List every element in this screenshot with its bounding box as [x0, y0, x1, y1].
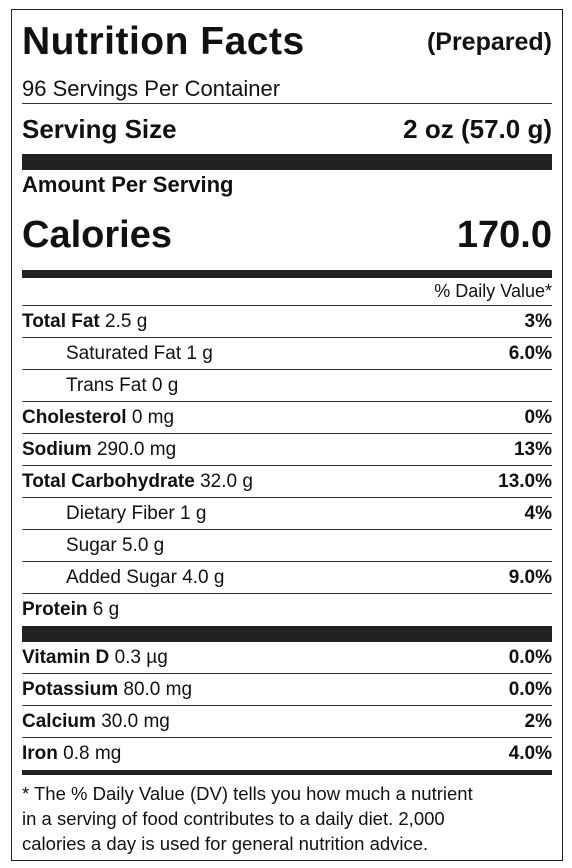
serving-size-value: 2 oz (57.0 g): [403, 113, 552, 144]
nutrient-row: Vitamin D 0.3 µg 0.0%: [22, 642, 552, 674]
sub-nutrient-row: Dietary Fiber 1 g 4%: [22, 498, 552, 530]
nutrient-name: Potassium: [22, 678, 119, 700]
servings-text: 96 Servings Per Container: [22, 75, 281, 101]
divider: [22, 770, 552, 775]
nutrient: Iron 0.8 mg: [22, 743, 121, 765]
nutrient-name: Cholesterol: [22, 406, 127, 428]
nutrient: Sodium 290.0 mg: [22, 439, 176, 461]
nutrient: Calcium 30.0 mg: [22, 711, 170, 733]
nutrient-amount: 5.0 g: [121, 534, 165, 556]
nutrient-name: Calcium: [22, 710, 96, 732]
daily-value: 0%: [524, 406, 552, 428]
nutrient-name: Sodium: [22, 438, 92, 460]
nutrient: Vitamin D 0.3 µg: [22, 647, 168, 669]
nutrient: Sugar 5.0 g: [66, 535, 164, 557]
nutrient: Saturated Fat 1 g: [66, 343, 213, 365]
nutrition-label: Nutrition Facts (Prepared) 96 Servings P…: [11, 9, 563, 861]
serving-size-row: Serving Size 2 oz (57.0 g): [22, 104, 552, 154]
daily-value: 13%: [513, 438, 552, 460]
daily-value: 4%: [524, 502, 552, 524]
nutrient-row: Total Carbohydrate 32.0 g 13.0%: [22, 466, 552, 498]
divider: [22, 626, 552, 642]
nutrient-amount: 0.8 mg: [63, 743, 122, 764]
daily-value: 6.0%: [508, 342, 552, 364]
daily-value: 3%: [524, 310, 552, 332]
nutrient-name: Sugar: [66, 534, 117, 556]
divider: [22, 270, 552, 278]
title: Nutrition Facts: [22, 20, 305, 63]
serving-size-label: Serving Size: [22, 113, 177, 144]
nutrient-amount: 1 g: [180, 502, 207, 524]
nutrient-row: Sodium 290.0 mg 13%: [22, 434, 552, 466]
dv-header-row: % Daily Value*: [22, 278, 552, 306]
nutrient: Trans Fat 0 g: [66, 375, 178, 397]
nutrient: Dietary Fiber 1 g: [66, 503, 206, 525]
nutrient-amount: 0 mg: [131, 406, 175, 428]
sub-nutrient-row: Sugar 5.0 g: [22, 530, 552, 562]
nutrient-row: Calcium 30.0 mg 2%: [22, 706, 552, 738]
nutrient-amount: 30.0 mg: [101, 710, 170, 732]
calories-row: Calories 170.0: [22, 200, 552, 270]
amount-row: Amount Per Serving: [22, 170, 552, 200]
nutrient-amount: 6 g: [92, 599, 120, 620]
daily-value: 0.0%: [508, 678, 552, 700]
nutrient: Added Sugar 4.0 g: [66, 567, 224, 589]
daily-value: 13.0%: [498, 470, 552, 492]
nutrient-name: Iron: [22, 743, 58, 764]
nutrient-name: Dietary Fiber: [66, 502, 175, 524]
nutrient-amount: 80.0 mg: [123, 678, 193, 700]
sub-nutrient-row: Added Sugar 4.0 g 9.0%: [22, 562, 552, 594]
calories-label: Calories: [22, 213, 172, 256]
qualifier: (Prepared): [426, 27, 552, 56]
nutrient: Total Fat 2.5 g: [22, 311, 147, 333]
footnote-line: calories a day is used for general nutri…: [22, 833, 429, 854]
nutrient: Potassium 80.0 mg: [22, 679, 192, 701]
nutrient-name: Trans Fat: [66, 374, 147, 396]
nutrient-name: Total Carbohydrate: [22, 470, 195, 492]
nutrient-list: Total Fat 2.5 g 3% Saturated Fat 1 g 6.0% Tr…: [22, 306, 552, 626]
nutrient-amount: 0 g: [151, 374, 179, 396]
dv-header: % Daily Value*: [434, 281, 552, 301]
divider: [22, 154, 552, 170]
daily-value: 9.0%: [508, 566, 552, 588]
footnote-line: * The % Daily Value (DV) tells you how m…: [22, 783, 473, 804]
title-row: Nutrition Facts (Prepared): [22, 10, 552, 74]
amount-per-serving: Amount Per Serving: [22, 172, 234, 197]
nutrient-amount: 0.3 µg: [114, 646, 168, 668]
nutrient-row: Cholesterol 0 mg 0%: [22, 402, 552, 434]
nutrient-name: Vitamin D: [22, 646, 110, 668]
nutrient-name: Saturated Fat: [66, 342, 182, 364]
nutrient-name: Added Sugar: [66, 566, 177, 588]
daily-value: 2%: [524, 710, 552, 732]
nutrient-row: Iron 0.8 mg 4.0%: [22, 738, 552, 770]
nutrient-name: Protein: [22, 599, 88, 620]
calories-value: 170.0: [456, 213, 552, 256]
nutrient: Total Carbohydrate 32.0 g: [22, 471, 253, 493]
nutrient-row: Protein 6 g: [22, 594, 552, 626]
nutrient-row: Total Fat 2.5 g 3%: [22, 306, 552, 338]
nutrient-name: Total Fat: [22, 310, 100, 332]
footnote: * The % Daily Value (DV) tells you how m…: [22, 775, 552, 856]
servings: 96 Servings Per Container: [22, 74, 552, 104]
vitamin-list: Vitamin D 0.3 µg 0.0% Potassium 80.0 mg 0.0…: [22, 642, 552, 770]
daily-value: 0.0%: [508, 646, 552, 668]
nutrient-amount: 2.5 g: [105, 310, 148, 332]
sub-nutrient-row: Saturated Fat 1 g 6.0%: [22, 338, 552, 370]
nutrient-row: Potassium 80.0 mg 0.0%: [22, 674, 552, 706]
footnote-line: in a serving of food contributes to a da…: [22, 808, 445, 829]
nutrient-amount: 1 g: [186, 342, 213, 364]
nutrient-amount: 290.0 mg: [96, 438, 177, 460]
nutrient: Protein 6 g: [22, 599, 119, 621]
nutrient-amount: 32.0 g: [200, 470, 253, 492]
daily-value: 4.0%: [508, 743, 552, 764]
nutrient-amount: 4.0 g: [182, 566, 225, 588]
sub-nutrient-row: Trans Fat 0 g: [22, 370, 552, 402]
nutrient: Cholesterol 0 mg: [22, 407, 174, 429]
